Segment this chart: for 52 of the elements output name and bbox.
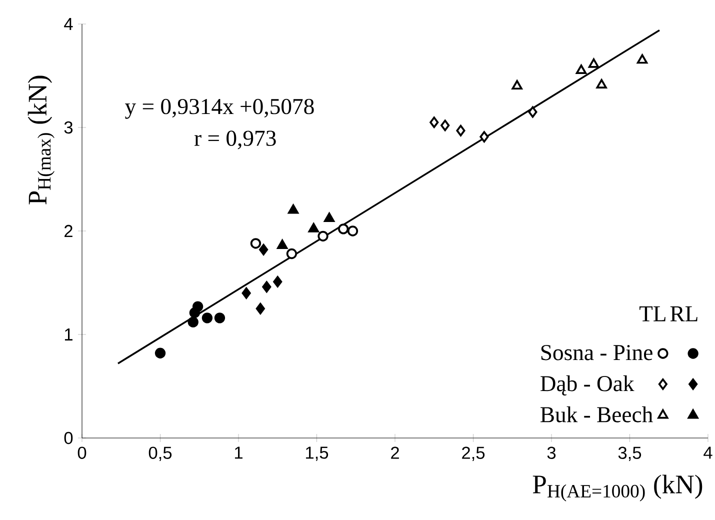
point xyxy=(576,64,587,74)
x-axis-title: P$_{H(AE=1000)}$ (kN) xyxy=(532,474,702,502)
y-tick-label: 2 xyxy=(64,224,72,238)
point xyxy=(256,302,265,314)
point xyxy=(512,80,522,90)
point xyxy=(456,124,466,136)
point xyxy=(324,212,335,222)
x-tick-label: 2 xyxy=(391,446,399,459)
point xyxy=(214,312,226,324)
point xyxy=(318,230,328,242)
point xyxy=(440,120,450,132)
point xyxy=(189,307,200,318)
x-tick-label: 0 xyxy=(78,446,86,459)
point xyxy=(588,58,600,68)
point xyxy=(188,316,198,328)
point xyxy=(347,226,358,236)
point xyxy=(277,239,288,249)
x-tick-label: 3 xyxy=(547,446,556,459)
x-tick-label: 3,5 xyxy=(618,446,642,462)
x-tick-label: 4 xyxy=(704,446,712,459)
point xyxy=(596,79,607,89)
point xyxy=(250,238,262,249)
point xyxy=(338,224,349,234)
annotation: r = 0,973 xyxy=(194,130,276,150)
point xyxy=(273,276,282,288)
annotation: TL xyxy=(639,306,666,322)
point xyxy=(636,54,648,64)
x-tick-label: 0,5 xyxy=(148,446,172,462)
point xyxy=(242,287,251,299)
x-tick-label: 1 xyxy=(235,446,242,459)
point xyxy=(286,248,298,260)
annotation: RL xyxy=(670,306,698,322)
legend-label: Sosna - Pine xyxy=(541,344,652,360)
legend-label: Buk - Beech xyxy=(540,406,653,422)
point xyxy=(288,204,299,214)
point xyxy=(202,312,213,324)
point xyxy=(480,131,489,143)
annotation: y = 0,9314x +0,5078 xyxy=(125,98,314,119)
y-tick-label: 1 xyxy=(64,328,72,340)
point xyxy=(154,348,166,358)
x-tick-label: 2,5 xyxy=(462,446,485,462)
y-tick-label: 4 xyxy=(64,18,73,30)
x-tick-label: 1,5 xyxy=(306,446,328,461)
point xyxy=(259,244,268,256)
y-axis-title: P$_{H(max)}$ (kN) xyxy=(28,76,54,204)
legend-label: Dąb - Oak xyxy=(540,375,634,396)
point xyxy=(308,222,319,232)
point xyxy=(262,281,272,293)
point xyxy=(528,106,538,118)
point xyxy=(430,116,439,128)
y-tick-label: 0 xyxy=(64,432,73,444)
y-tick-label: 3 xyxy=(64,121,73,134)
